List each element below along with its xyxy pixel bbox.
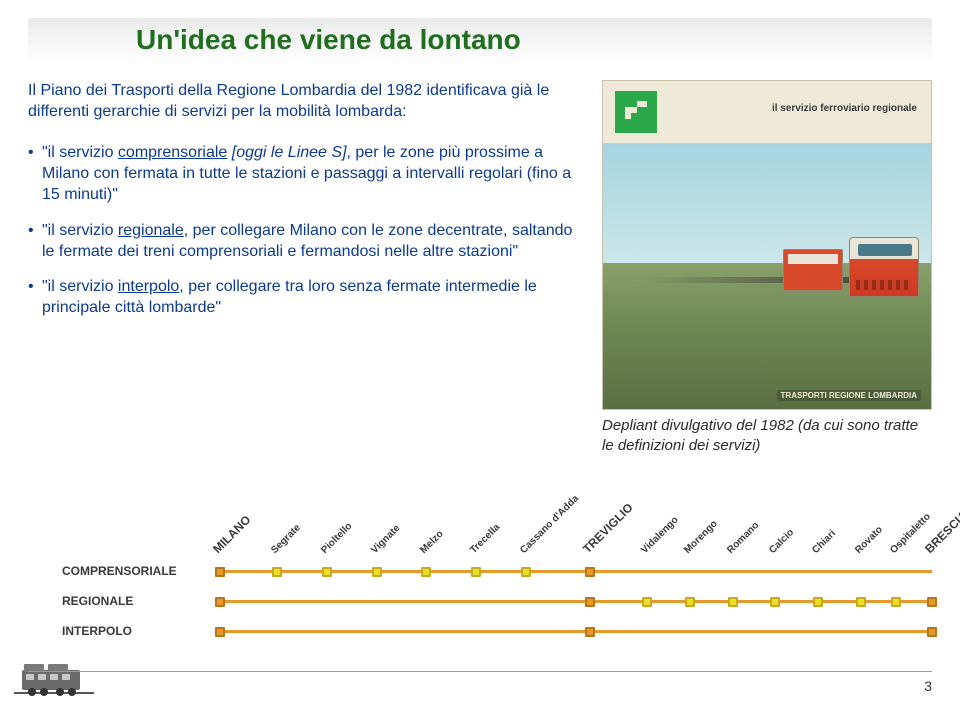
poster-train-car	[783, 249, 843, 291]
poster-logo-icon	[615, 91, 657, 133]
bullet-list: "il servizio comprensoriale [oggi le Lin…	[28, 142, 584, 318]
diagram-stop	[927, 597, 937, 607]
diagram-stop	[813, 597, 823, 607]
bullet-item: "il servizio regionale, per collegare Mi…	[28, 220, 584, 262]
footer-rule	[28, 671, 932, 672]
bullet-underline: regionale	[118, 222, 184, 239]
diagram-station-label: MILANO	[210, 513, 253, 556]
bullet-underline: comprensoriale	[118, 144, 227, 161]
diagram-station-label: Romano	[725, 520, 761, 556]
diagram-row-labels: COMPRENSORIALE REGIONALE INTERPOLO	[62, 556, 222, 646]
diagram-stop	[322, 567, 332, 577]
slide: Un'idea che viene da lontano Il Piano de…	[0, 0, 960, 706]
diagram-stop	[585, 627, 595, 637]
diagram-stop	[215, 627, 225, 637]
content-columns: Il Piano dei Trasporti della Regione Lom…	[28, 80, 932, 455]
footer-train-icon	[14, 656, 94, 698]
poster-logo-text: il servizio ferroviario regionale	[772, 103, 917, 114]
diagram-stop	[421, 567, 431, 577]
diagram-line	[220, 600, 932, 603]
poster-footer-text: TRASPORTI REGIONE LOMBARDIA	[777, 390, 921, 401]
diagram-stop	[891, 597, 901, 607]
diagram-stop	[585, 597, 595, 607]
diagram-station-label: TREVIGLIO	[580, 500, 636, 556]
right-column: il servizio ferroviario regionale TRASPO…	[602, 80, 932, 455]
diagram-station-label: Calcio	[768, 527, 797, 556]
poster-train-icon	[769, 229, 919, 309]
diagram-station-labels: MILANOSegratePioltelloVignateMelzoTrecel…	[220, 516, 932, 556]
diagram-stop	[927, 627, 937, 637]
diagram-station-label: Cassano d'Adda	[518, 493, 581, 556]
diagram-stop	[856, 597, 866, 607]
bullet-text: "il servizio	[42, 222, 118, 239]
diagram-stop	[642, 597, 652, 607]
diagram-stop	[685, 597, 695, 607]
bullet-italic: [oggi le Linee S]	[227, 144, 346, 161]
bullet-text: "il servizio	[42, 144, 118, 161]
poster-image: il servizio ferroviario regionale TRASPO…	[602, 80, 932, 410]
diagram-station-label: Vignate	[369, 523, 402, 556]
left-column: Il Piano dei Trasporti della Regione Lom…	[28, 80, 584, 455]
diagram-row-label: COMPRENSORIALE	[62, 556, 222, 586]
diagram-stop	[770, 597, 780, 607]
diagram-stop	[471, 567, 481, 577]
bullet-text: "il servizio	[42, 278, 118, 295]
diagram-station-label: Melzo	[419, 529, 446, 556]
intro-paragraph: Il Piano dei Trasporti della Regione Lom…	[28, 80, 584, 122]
poster-caption: Depliant divulgativo del 1982 (da cui so…	[602, 416, 932, 455]
service-diagram: MILANOSegratePioltelloVignateMelzoTrecel…	[68, 524, 932, 654]
diagram-station-label: Pioltello	[319, 521, 354, 556]
diagram-station-label: Morengo	[682, 518, 720, 556]
diagram-stop	[272, 567, 282, 577]
diagram-station-label: Trecella	[469, 522, 503, 556]
diagram-station-label: Segrate	[269, 522, 303, 556]
page-number: 3	[924, 678, 932, 694]
diagram-stop	[215, 567, 225, 577]
diagram-stop	[372, 567, 382, 577]
bullet-underline: interpolo	[118, 278, 179, 295]
diagram-row-label: INTERPOLO	[62, 616, 222, 646]
diagram-stop	[215, 597, 225, 607]
poster-train-loco	[849, 237, 919, 297]
diagram-station-label: Vidalengo	[639, 515, 680, 556]
diagram-line	[220, 630, 932, 633]
diagram-stop	[585, 567, 595, 577]
diagram-station-label: Chiari	[810, 528, 838, 556]
slide-title: Un'idea che viene da lontano	[36, 24, 924, 56]
title-bar: Un'idea che viene da lontano	[28, 18, 932, 66]
diagram-station-label: Rovato	[853, 524, 885, 556]
diagram-stop	[728, 597, 738, 607]
diagram-row-label: REGIONALE	[62, 586, 222, 616]
bullet-item: "il servizio interpolo, per collegare tr…	[28, 276, 584, 318]
diagram-stop	[521, 567, 531, 577]
bullet-item: "il servizio comprensoriale [oggi le Lin…	[28, 142, 584, 205]
page-footer: 3	[924, 678, 932, 694]
